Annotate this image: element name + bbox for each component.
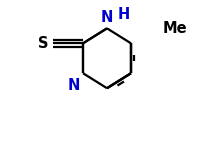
Text: Me: Me	[162, 21, 187, 36]
Text: N: N	[101, 10, 113, 25]
Text: H: H	[117, 7, 130, 22]
Text: S: S	[38, 36, 49, 51]
Text: N: N	[68, 78, 80, 93]
